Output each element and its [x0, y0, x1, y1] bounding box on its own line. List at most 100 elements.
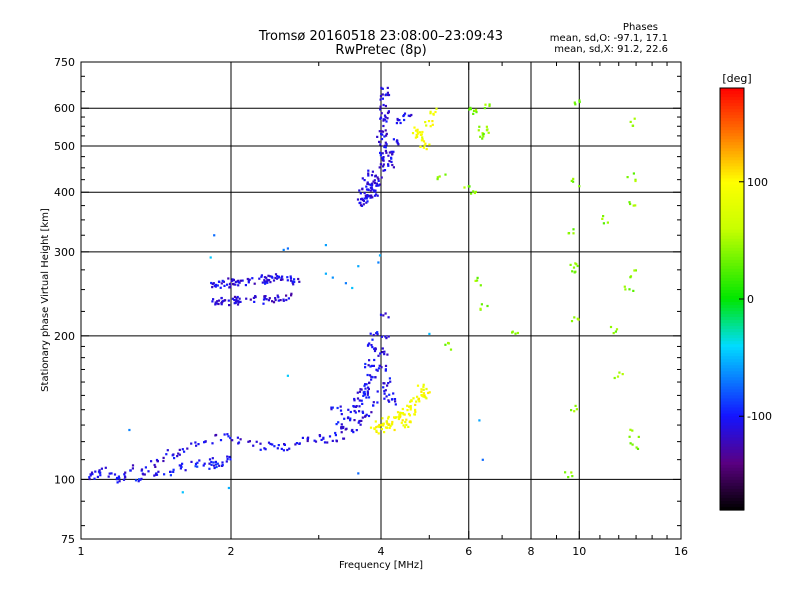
data-point: [408, 414, 411, 417]
data-point: [384, 426, 388, 429]
data-point: [383, 350, 386, 353]
data-point: [361, 177, 364, 180]
data-point: [231, 278, 234, 281]
data-point: [265, 276, 268, 279]
data-point: [385, 120, 388, 123]
data-point: [266, 278, 269, 281]
data-point: [631, 443, 634, 446]
data-point: [422, 388, 425, 391]
data-point: [265, 298, 268, 301]
data-point: [374, 376, 377, 379]
data-point: [264, 448, 267, 451]
data-point: [340, 413, 343, 416]
data-point: [371, 338, 374, 341]
data-point: [293, 278, 296, 281]
colorbar-segment: [720, 262, 744, 267]
colorbar-segment: [720, 274, 744, 279]
data-point: [419, 133, 422, 136]
colorbar-segment: [720, 440, 744, 445]
data-point: [134, 479, 138, 482]
data-point: [616, 375, 620, 378]
colorbar-segment: [720, 280, 744, 285]
data-point: [236, 436, 239, 439]
data-point: [178, 464, 181, 467]
data-point: [391, 163, 394, 167]
colorbar-segment: [720, 416, 744, 421]
data-point: [172, 470, 175, 473]
data-point: [397, 143, 400, 146]
y-tick-label: 300: [54, 246, 75, 259]
data-point: [342, 425, 345, 429]
data-point: [123, 473, 126, 476]
data-point: [313, 439, 316, 442]
data-point: [294, 443, 297, 446]
data-point: [98, 469, 101, 472]
data-point: [571, 475, 574, 478]
data-point: [361, 402, 364, 405]
data-point: [369, 195, 373, 198]
colorbar-segment: [720, 178, 744, 183]
data-point: [382, 156, 385, 159]
data-point: [282, 299, 285, 302]
data-point: [634, 178, 637, 181]
data-point: [235, 298, 238, 301]
data-point: [403, 426, 407, 429]
data-point: [137, 480, 140, 483]
data-point: [141, 472, 144, 475]
data-point: [415, 400, 418, 403]
data-point: [572, 180, 575, 183]
data-point: [414, 403, 417, 406]
data-point: [409, 114, 412, 118]
data-point: [279, 299, 282, 302]
data-point: [277, 444, 280, 447]
data-point: [378, 166, 381, 169]
data-point: [344, 428, 347, 431]
colorbar-segment: [720, 103, 744, 107]
colorbar-segment: [720, 202, 744, 207]
data-point: [365, 197, 368, 200]
colorbar-segment: [720, 383, 744, 388]
data-point: [631, 124, 634, 127]
colorbar-segment: [720, 446, 744, 451]
data-point: [239, 279, 242, 282]
data-point: [208, 458, 212, 461]
data-point: [306, 439, 309, 443]
data-point: [429, 112, 432, 115]
data-point: [228, 304, 231, 307]
data-point: [211, 457, 214, 460]
data-point: [436, 176, 439, 179]
data-point: [383, 144, 386, 147]
data-point: [380, 130, 383, 133]
data-point: [413, 126, 416, 129]
data-point: [358, 201, 361, 205]
data-point: [155, 473, 159, 476]
data-point: [194, 441, 197, 444]
data-point: [421, 394, 424, 397]
data-point: [370, 375, 373, 378]
colorbar-segment: [720, 311, 744, 315]
data-point: [163, 473, 166, 476]
data-point: [629, 120, 632, 123]
x-tick-label: 6: [465, 545, 472, 558]
data-point: [378, 425, 381, 429]
colorbar-segment: [720, 97, 744, 101]
data-point: [271, 300, 274, 303]
data-point: [263, 280, 266, 283]
data-point: [331, 439, 334, 442]
data-point: [226, 455, 229, 458]
colorbar-segment: [720, 485, 744, 490]
data-point: [606, 221, 609, 224]
data-point: [374, 347, 377, 350]
data-point: [358, 419, 361, 423]
data-point: [236, 303, 240, 306]
data-point: [374, 174, 377, 177]
data-point: [157, 470, 160, 473]
data-point: [215, 465, 218, 469]
colorbar-segment: [720, 184, 744, 189]
data-point: [365, 383, 368, 386]
data-point: [634, 204, 637, 207]
data-point: [260, 274, 263, 277]
data-point: [328, 435, 332, 438]
data-point: [570, 409, 573, 412]
data-point: [406, 404, 409, 407]
